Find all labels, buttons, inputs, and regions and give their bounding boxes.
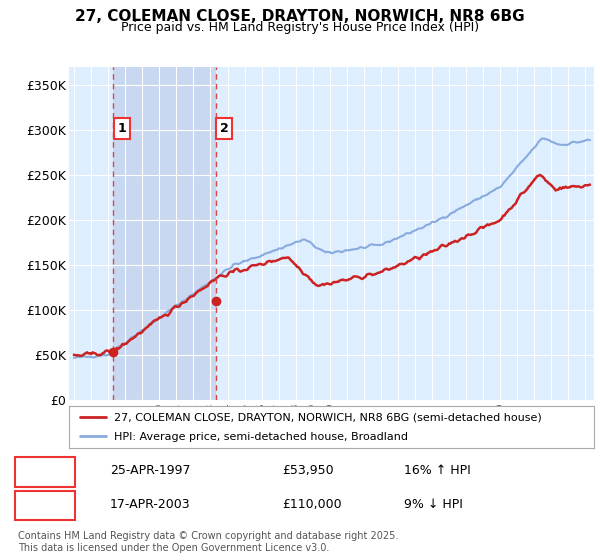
Text: Price paid vs. HM Land Registry's House Price Index (HPI): Price paid vs. HM Land Registry's House …	[121, 21, 479, 35]
Text: HPI: Average price, semi-detached house, Broadland: HPI: Average price, semi-detached house,…	[113, 432, 407, 442]
Text: 2: 2	[40, 498, 49, 511]
Text: £53,950: £53,950	[283, 464, 334, 477]
Text: 25-APR-1997: 25-APR-1997	[110, 464, 190, 477]
Text: 17-APR-2003: 17-APR-2003	[110, 498, 191, 511]
Bar	[113, 67, 215, 400]
Text: 27, COLEMAN CLOSE, DRAYTON, NORWICH, NR8 6BG: 27, COLEMAN CLOSE, DRAYTON, NORWICH, NR8…	[75, 10, 525, 24]
Text: 2: 2	[220, 122, 229, 135]
FancyBboxPatch shape	[15, 491, 76, 520]
Text: 16% ↑ HPI: 16% ↑ HPI	[404, 464, 470, 477]
Text: 1: 1	[40, 464, 49, 477]
Text: £110,000: £110,000	[283, 498, 343, 511]
FancyBboxPatch shape	[15, 457, 76, 487]
Text: 1: 1	[118, 122, 127, 135]
Text: 9% ↓ HPI: 9% ↓ HPI	[404, 498, 463, 511]
Text: Contains HM Land Registry data © Crown copyright and database right 2025.
This d: Contains HM Land Registry data © Crown c…	[18, 531, 398, 553]
Text: 27, COLEMAN CLOSE, DRAYTON, NORWICH, NR8 6BG (semi-detached house): 27, COLEMAN CLOSE, DRAYTON, NORWICH, NR8…	[113, 412, 541, 422]
